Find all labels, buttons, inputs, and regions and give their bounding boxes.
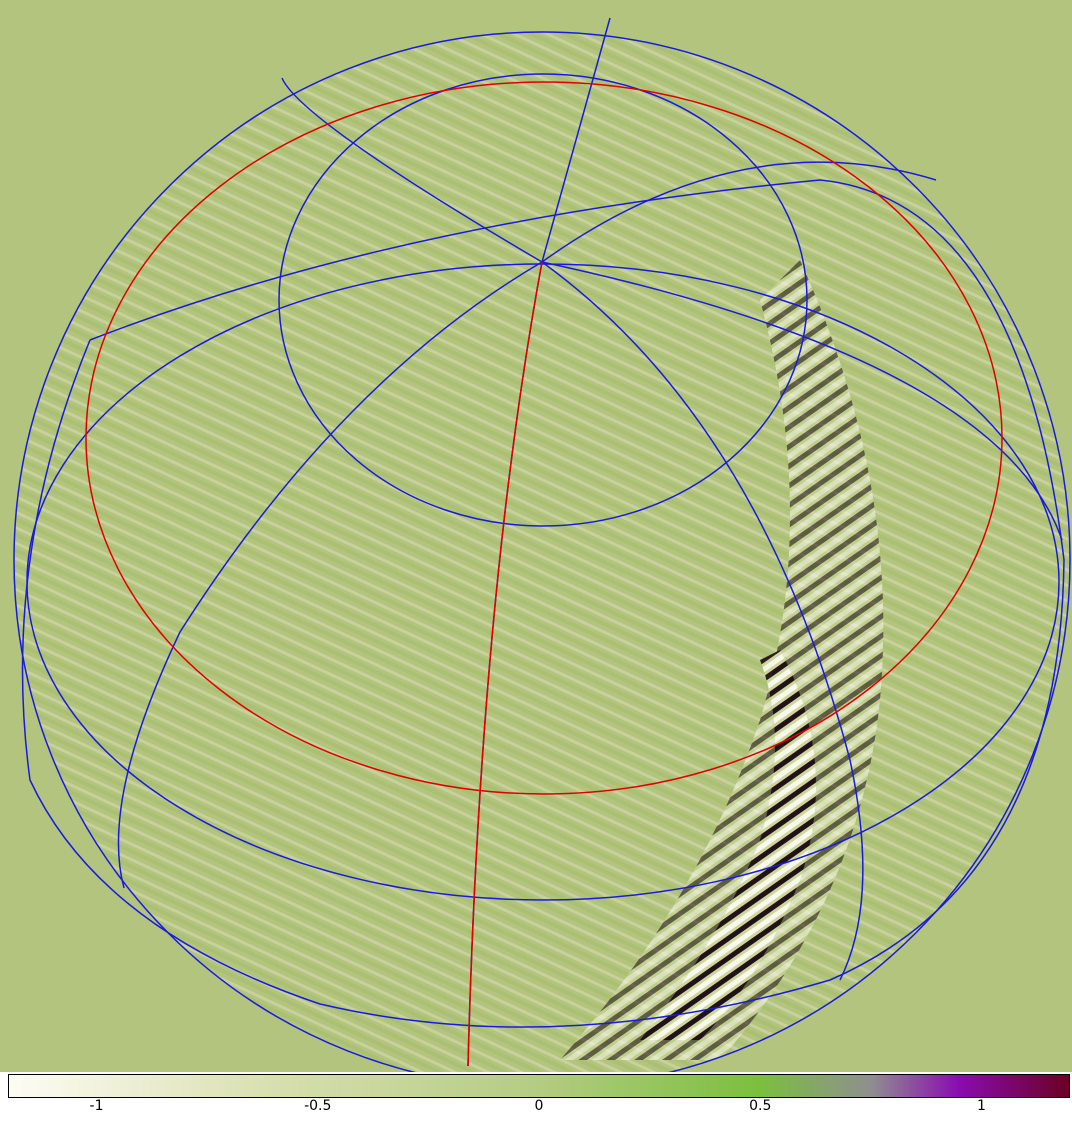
- colorbar-gradient: [8, 1074, 1070, 1098]
- colorbar-tick-label: -0.5: [304, 1098, 332, 1114]
- sky-map-image: [0, 0, 1072, 1072]
- horizon-lines: [85, 81, 1003, 1067]
- colorbar-tick-label: 0.5: [749, 1098, 772, 1114]
- colorbar-tick-label: 1: [977, 1098, 986, 1114]
- fringe-region: [560, 260, 884, 1060]
- colorbar-tick-label: -1: [89, 1098, 104, 1114]
- colorbar: -1 -0.5 0 0.5 1: [0, 1072, 1072, 1122]
- sky-disk: [14, 32, 1070, 1072]
- colorbar-tick-label: 0: [534, 1098, 544, 1114]
- grid-lines: [13, 17, 1071, 1072]
